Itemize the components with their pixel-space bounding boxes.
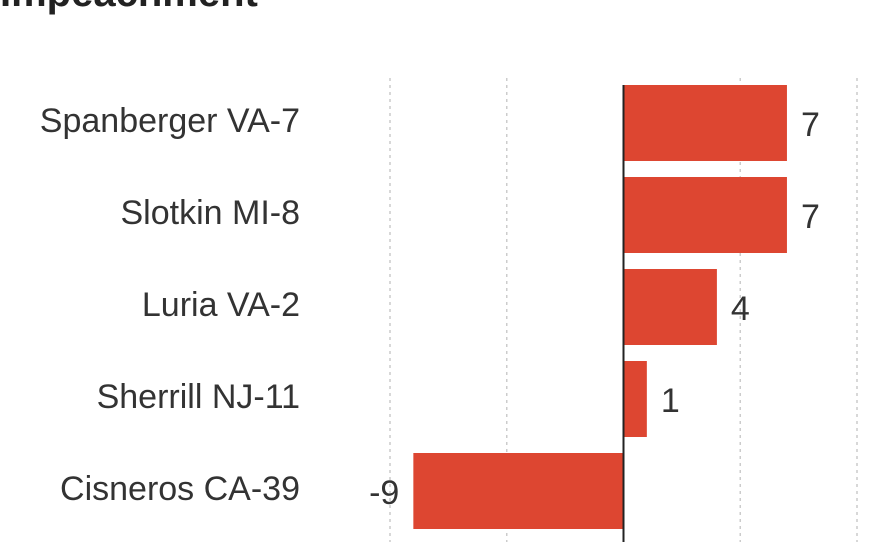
value-label: 1 — [661, 382, 680, 420]
category-label: Spanberger VA-7 — [40, 102, 300, 140]
bar — [623, 361, 647, 437]
category-label: Slotkin MI-8 — [121, 194, 301, 232]
chart-title: Impeachment — [0, 0, 258, 15]
value-label: 7 — [801, 198, 820, 236]
category-label: Cisneros CA-39 — [60, 470, 300, 508]
bar — [413, 453, 624, 529]
value-label: -9 — [369, 474, 399, 512]
category-label: Luria VA-2 — [142, 286, 300, 324]
category-label: Sherrill NJ-11 — [97, 378, 300, 416]
value-label: 7 — [801, 106, 820, 144]
value-label: 4 — [731, 290, 750, 328]
bar — [623, 177, 787, 253]
bar — [623, 269, 717, 345]
bar — [623, 85, 787, 161]
